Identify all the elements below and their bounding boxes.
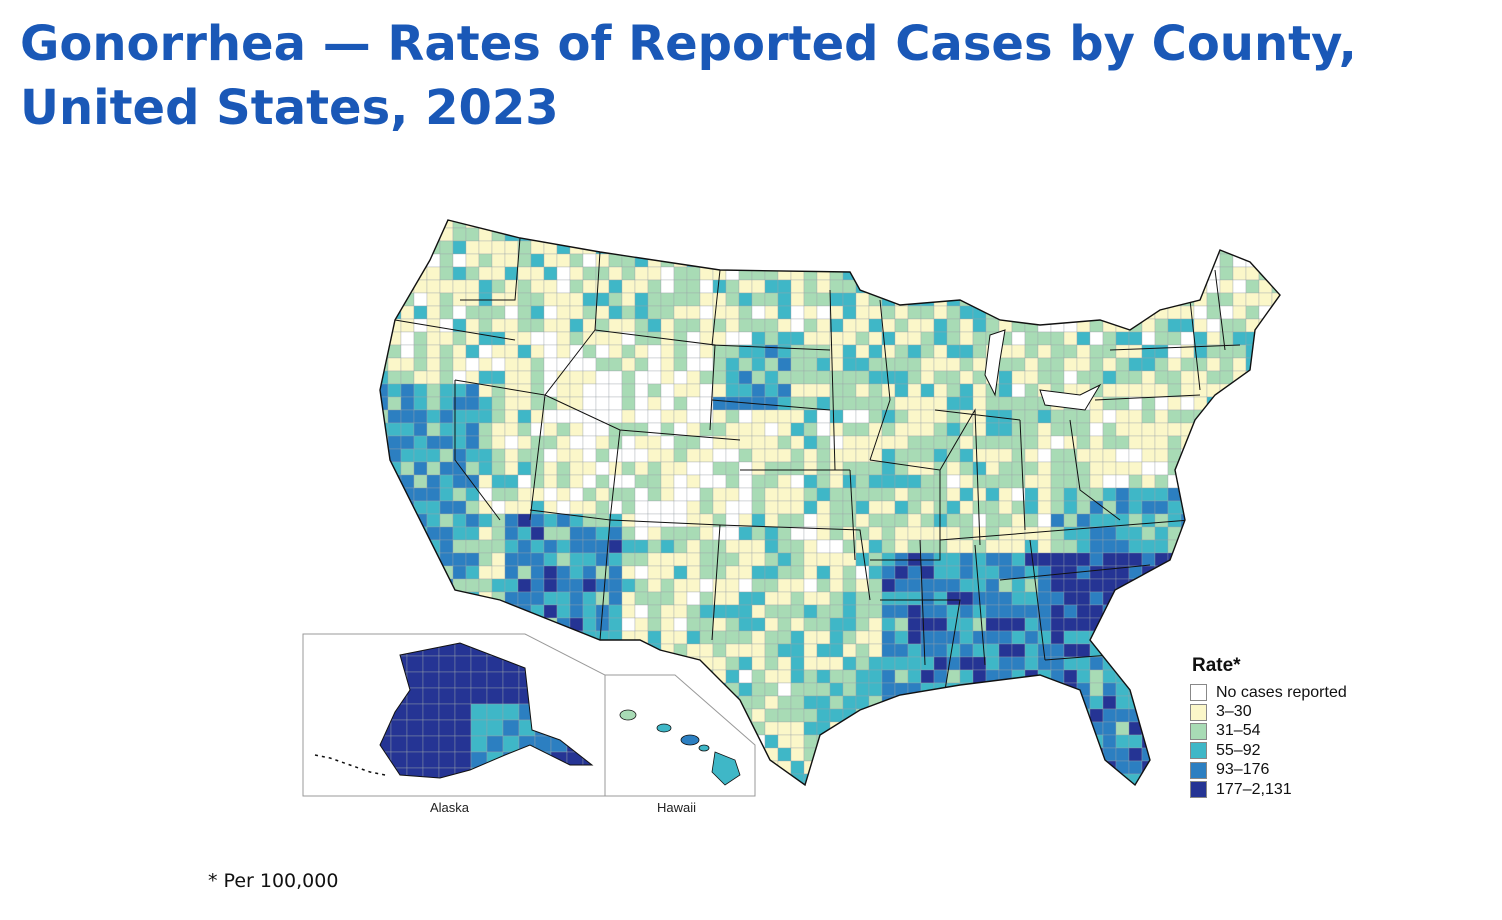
county-mosaic: [380, 220, 1280, 785]
legend-label: 177–2,131: [1216, 780, 1292, 798]
state-borders: [394, 237, 1241, 691]
hawaii-label: Hawaii: [657, 800, 697, 815]
legend-label: 3–30: [1216, 703, 1252, 721]
legend-label: 55–92: [1216, 741, 1261, 759]
legend: Rate* No cases reported 3–30 31–54 55–92 93–…: [1190, 655, 1347, 799]
legend-swatch: [1190, 781, 1207, 799]
page-title: Gonorrhea — Rates of Reported Cases by C…: [20, 16, 1357, 136]
footnote: * Per 100,000: [208, 870, 339, 892]
legend-swatch: [1190, 684, 1207, 702]
legend-item: 55–92: [1190, 741, 1347, 760]
us-outline: [379, 219, 1281, 787]
legend-label: 31–54: [1216, 722, 1261, 740]
legend-label: 93–176: [1216, 761, 1270, 779]
legend-items: No cases reported 3–30 31–54 55–92 93–176 177…: [1190, 683, 1347, 799]
alaska-label: Alaska: [430, 800, 470, 815]
legend-title: Rate*: [1192, 655, 1241, 676]
legend-item: 31–54: [1190, 722, 1347, 741]
hawaii-inset: [604, 674, 756, 797]
legend-swatch: [1190, 722, 1207, 740]
legend-label: No cases reported: [1216, 683, 1347, 701]
legend-swatch: [1190, 742, 1207, 760]
legend-item: No cases reported: [1190, 683, 1347, 702]
legend-swatch: [1190, 703, 1207, 721]
legend-item: 177–2,131: [1190, 780, 1347, 799]
great-lakes: [984, 329, 1102, 411]
legend-item: 93–176: [1190, 761, 1347, 780]
legend-swatch: [1190, 761, 1207, 779]
alaska-inset: [302, 633, 606, 797]
legend-item: 3–30: [1190, 702, 1347, 721]
